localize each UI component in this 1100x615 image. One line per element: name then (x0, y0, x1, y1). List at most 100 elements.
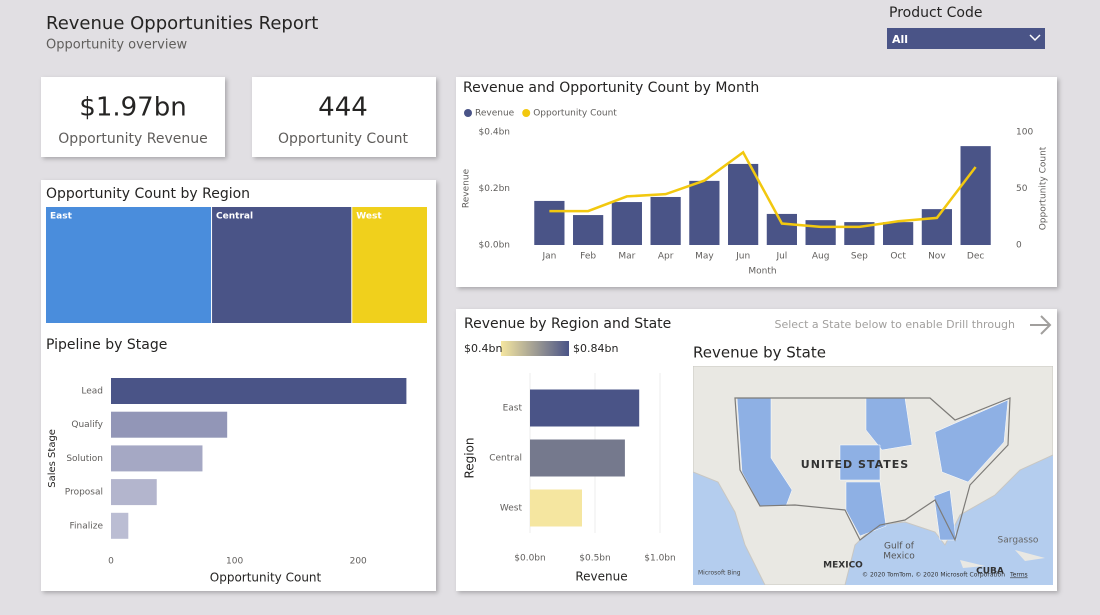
dropdown-chevron[interactable] (1029, 34, 1041, 42)
y-axis-label: Revenue (462, 168, 472, 208)
bar (883, 222, 914, 245)
x-tick-label: 0 (108, 557, 114, 567)
y-tick-label: $0.4bn (479, 128, 510, 138)
legend-label: Opportunity Count (533, 109, 617, 119)
x-tick-label: Feb (580, 252, 596, 262)
map-label: Gulf of (884, 542, 915, 552)
x-axis-label: Month (748, 267, 776, 277)
bar (573, 215, 604, 245)
bar (766, 213, 797, 245)
y2-tick-label: 50 (1016, 184, 1028, 194)
bar (530, 439, 625, 477)
line (549, 150, 977, 229)
y-tick-label: West (500, 504, 523, 514)
y-tick-label: Finalize (69, 521, 103, 531)
state-region[interactable] (845, 481, 887, 537)
tile-label: West (356, 212, 382, 222)
x-tick-label: 100 (226, 557, 243, 567)
bar (111, 445, 203, 472)
x-tick-label: Jun (735, 252, 750, 262)
dropdown-box[interactable] (887, 28, 1045, 49)
bar (111, 411, 228, 438)
tile-label: Central (216, 212, 253, 222)
x-tick-label: Aug (812, 252, 830, 262)
card-panel (41, 77, 225, 157)
treemap-tile (352, 207, 427, 323)
dropdown-value[interactable]: All (892, 33, 908, 46)
bar (921, 209, 952, 245)
legend-marker (522, 109, 531, 117)
y-tick-label: Lead (81, 387, 103, 397)
x-tick-label: Mar (618, 252, 635, 262)
filter-label: Product Code (889, 5, 982, 21)
x-tick-label: $0.5bn (579, 554, 610, 564)
state-region[interactable] (933, 489, 957, 541)
report-subtitle: Opportunity overview (46, 38, 187, 53)
y-tick-label: Solution (66, 454, 103, 464)
y-tick-label: $0.0bn (479, 241, 510, 251)
chart-title: Pipeline by Stage (46, 337, 167, 353)
x-tick-label: May (695, 252, 714, 262)
bar (530, 489, 582, 527)
map-label: CUBA (976, 567, 1004, 577)
us-border (734, 397, 1011, 542)
x-tick-label: Apr (658, 252, 674, 262)
drill-arrow[interactable] (1030, 315, 1052, 335)
y-tick-label: $0.2bn (479, 184, 510, 194)
bar (111, 512, 129, 539)
y-tick-label: Central (489, 454, 522, 464)
bar (534, 200, 565, 245)
state-region[interactable] (839, 444, 881, 481)
map-title: Revenue by State (693, 344, 826, 362)
map-islands (960, 550, 1045, 568)
bar (111, 378, 407, 404)
y-axis-label: Region (463, 437, 477, 478)
bar (805, 220, 836, 245)
y-tick-label: Qualify (71, 420, 103, 430)
x-tick-label: Oct (890, 252, 906, 262)
map-label: Sargasso (998, 536, 1039, 546)
card-value: $1.97bn (79, 93, 186, 123)
color-scale (501, 341, 569, 356)
treemap-tile (46, 207, 212, 323)
chart-title: Revenue by Region and State (464, 316, 671, 332)
x-tick-label: Nov (928, 252, 946, 262)
card-label: Opportunity Count (278, 131, 409, 147)
map-label: MEXICO (823, 561, 863, 571)
state-region[interactable] (934, 399, 1009, 483)
map-label: UNITED STATES (801, 458, 909, 471)
chart-title: Opportunity Count by Region (46, 186, 250, 202)
legend-label: Revenue (475, 109, 515, 119)
report-title: Revenue Opportunities Report (46, 13, 318, 34)
scale-max-label: $0.84bn (573, 342, 618, 355)
x-tick-label: Jan (541, 252, 556, 262)
y2-axis-label: Opportunity Count (1039, 146, 1049, 230)
x-tick-label: Sep (851, 252, 868, 262)
card-panel (252, 77, 436, 157)
chart-title: Revenue and Opportunity Count by Month (463, 80, 759, 96)
bar (689, 180, 720, 245)
bar (530, 389, 640, 427)
x-axis-label: Opportunity Count (210, 571, 322, 585)
y-tick-label: Proposal (65, 488, 103, 498)
map-label: Mexico (883, 552, 915, 562)
bar (960, 146, 991, 245)
bar (728, 163, 759, 245)
x-tick-label: 200 (350, 557, 367, 567)
bar (650, 196, 681, 245)
card-label: Opportunity Revenue (58, 131, 207, 147)
state-region[interactable] (736, 397, 793, 507)
x-tick-label: $0.0bn (514, 554, 545, 564)
filter-dropdown[interactable]: All (887, 28, 1045, 49)
x-tick-label: Jul (775, 252, 787, 262)
y-tick-label: East (503, 404, 523, 414)
x-tick-label: Dec (967, 252, 984, 262)
bar (611, 202, 642, 245)
x-tick-label: $1.0bn (644, 554, 675, 564)
y2-tick-label: 100 (1016, 128, 1033, 138)
card-value: 444 (318, 93, 368, 123)
drill-hint: Select a State below to enable Drill thr… (774, 318, 1015, 331)
